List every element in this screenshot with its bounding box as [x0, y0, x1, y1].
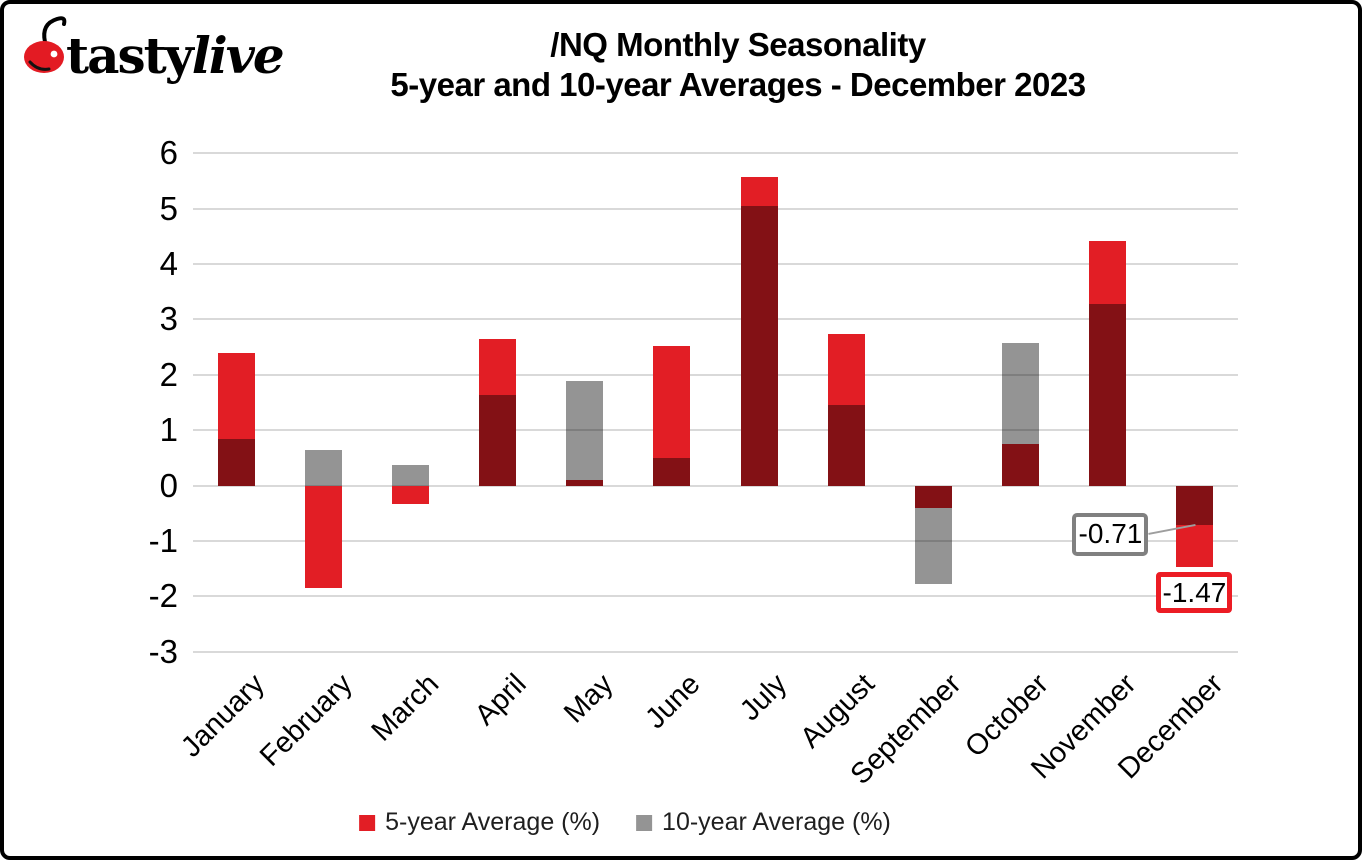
bar-5yr-august	[827, 333, 865, 486]
bar-10yr-september	[914, 485, 952, 585]
chart-title-line1: /NQ Monthly Seasonality	[550, 26, 926, 63]
x-axis-label-july: July	[734, 668, 794, 728]
gridline	[193, 484, 1238, 487]
gridline	[193, 373, 1238, 376]
brand-tasty: tasty	[66, 26, 194, 85]
x-axis-label-april: April	[468, 668, 533, 732]
legend-swatch-10yr	[636, 814, 653, 831]
gridline	[193, 318, 1238, 321]
data-label-5yr: -1.47	[1156, 572, 1233, 614]
x-axis-label-august: August	[794, 668, 881, 755]
bar-10yr-july	[740, 205, 778, 486]
gridline	[193, 207, 1238, 210]
bar-5yr-april	[479, 339, 517, 486]
bar-5yr-june	[653, 346, 691, 486]
y-axis-tick-label: -1	[148, 521, 178, 559]
brand-wordmark: tastylive	[66, 26, 285, 85]
legend-label-10yr: 10-year Average (%)	[662, 808, 891, 836]
y-axis-tick-label: -2	[148, 577, 178, 615]
bar-10yr-august	[827, 405, 865, 486]
gridline	[193, 650, 1238, 653]
cherry-icon	[24, 16, 67, 73]
y-axis-tick-label: 3	[159, 300, 178, 338]
chart-title-line2: 5-year and 10-year Averages - December 2…	[390, 66, 1086, 103]
brand-live: live	[191, 26, 285, 85]
gridline	[193, 263, 1238, 266]
bar-5yr-may	[566, 480, 604, 486]
y-axis-tick-label: 0	[159, 466, 178, 504]
legend-item-5yr: 5-year Average (%)	[359, 808, 600, 837]
bar-5yr-september	[914, 485, 952, 508]
bar-10yr-november	[1088, 303, 1126, 486]
bar-10yr-february	[305, 450, 343, 486]
y-axis-tick-label: 5	[159, 189, 178, 227]
gridline	[193, 539, 1238, 542]
x-axis-label-march: March	[365, 668, 446, 748]
bar-10yr-december	[1175, 485, 1213, 525]
legend: 5-year Average (%) 10-year Average (%)	[359, 808, 891, 837]
legend-swatch-5yr	[359, 814, 376, 831]
gridline	[193, 429, 1238, 432]
gridline	[193, 152, 1238, 155]
y-axis-tick-label: -3	[148, 632, 178, 670]
bar-10yr-october	[1001, 342, 1039, 486]
y-axis-tick-label: 6	[159, 134, 178, 172]
data-label-10yr: -0.71	[1072, 512, 1149, 556]
bar-10yr-january	[218, 438, 256, 486]
bar-5yr-july	[740, 176, 778, 486]
bar-5yr-january	[218, 352, 256, 486]
x-axis-label-may: May	[558, 668, 620, 730]
bar-10yr-april	[479, 394, 517, 486]
bar-10yr-june	[653, 457, 691, 486]
y-axis-tick-label: 1	[159, 411, 178, 449]
bar-5yr-march	[392, 485, 430, 504]
x-axis-label-february: February	[253, 668, 359, 773]
bar-10yr-march	[392, 464, 430, 486]
x-axis-label-june: June	[639, 668, 707, 736]
legend-item-10yr: 10-year Average (%)	[636, 808, 891, 837]
y-axis-tick-label: 2	[159, 355, 178, 393]
bar-5yr-november	[1088, 241, 1126, 486]
bar-5yr-february	[305, 485, 343, 589]
bar-5yr-october	[1001, 444, 1039, 486]
bar-10yr-may	[566, 381, 604, 486]
gridline	[193, 595, 1238, 598]
legend-label-5yr: 5-year Average (%)	[385, 808, 601, 836]
y-axis-tick-label: 4	[159, 245, 178, 283]
